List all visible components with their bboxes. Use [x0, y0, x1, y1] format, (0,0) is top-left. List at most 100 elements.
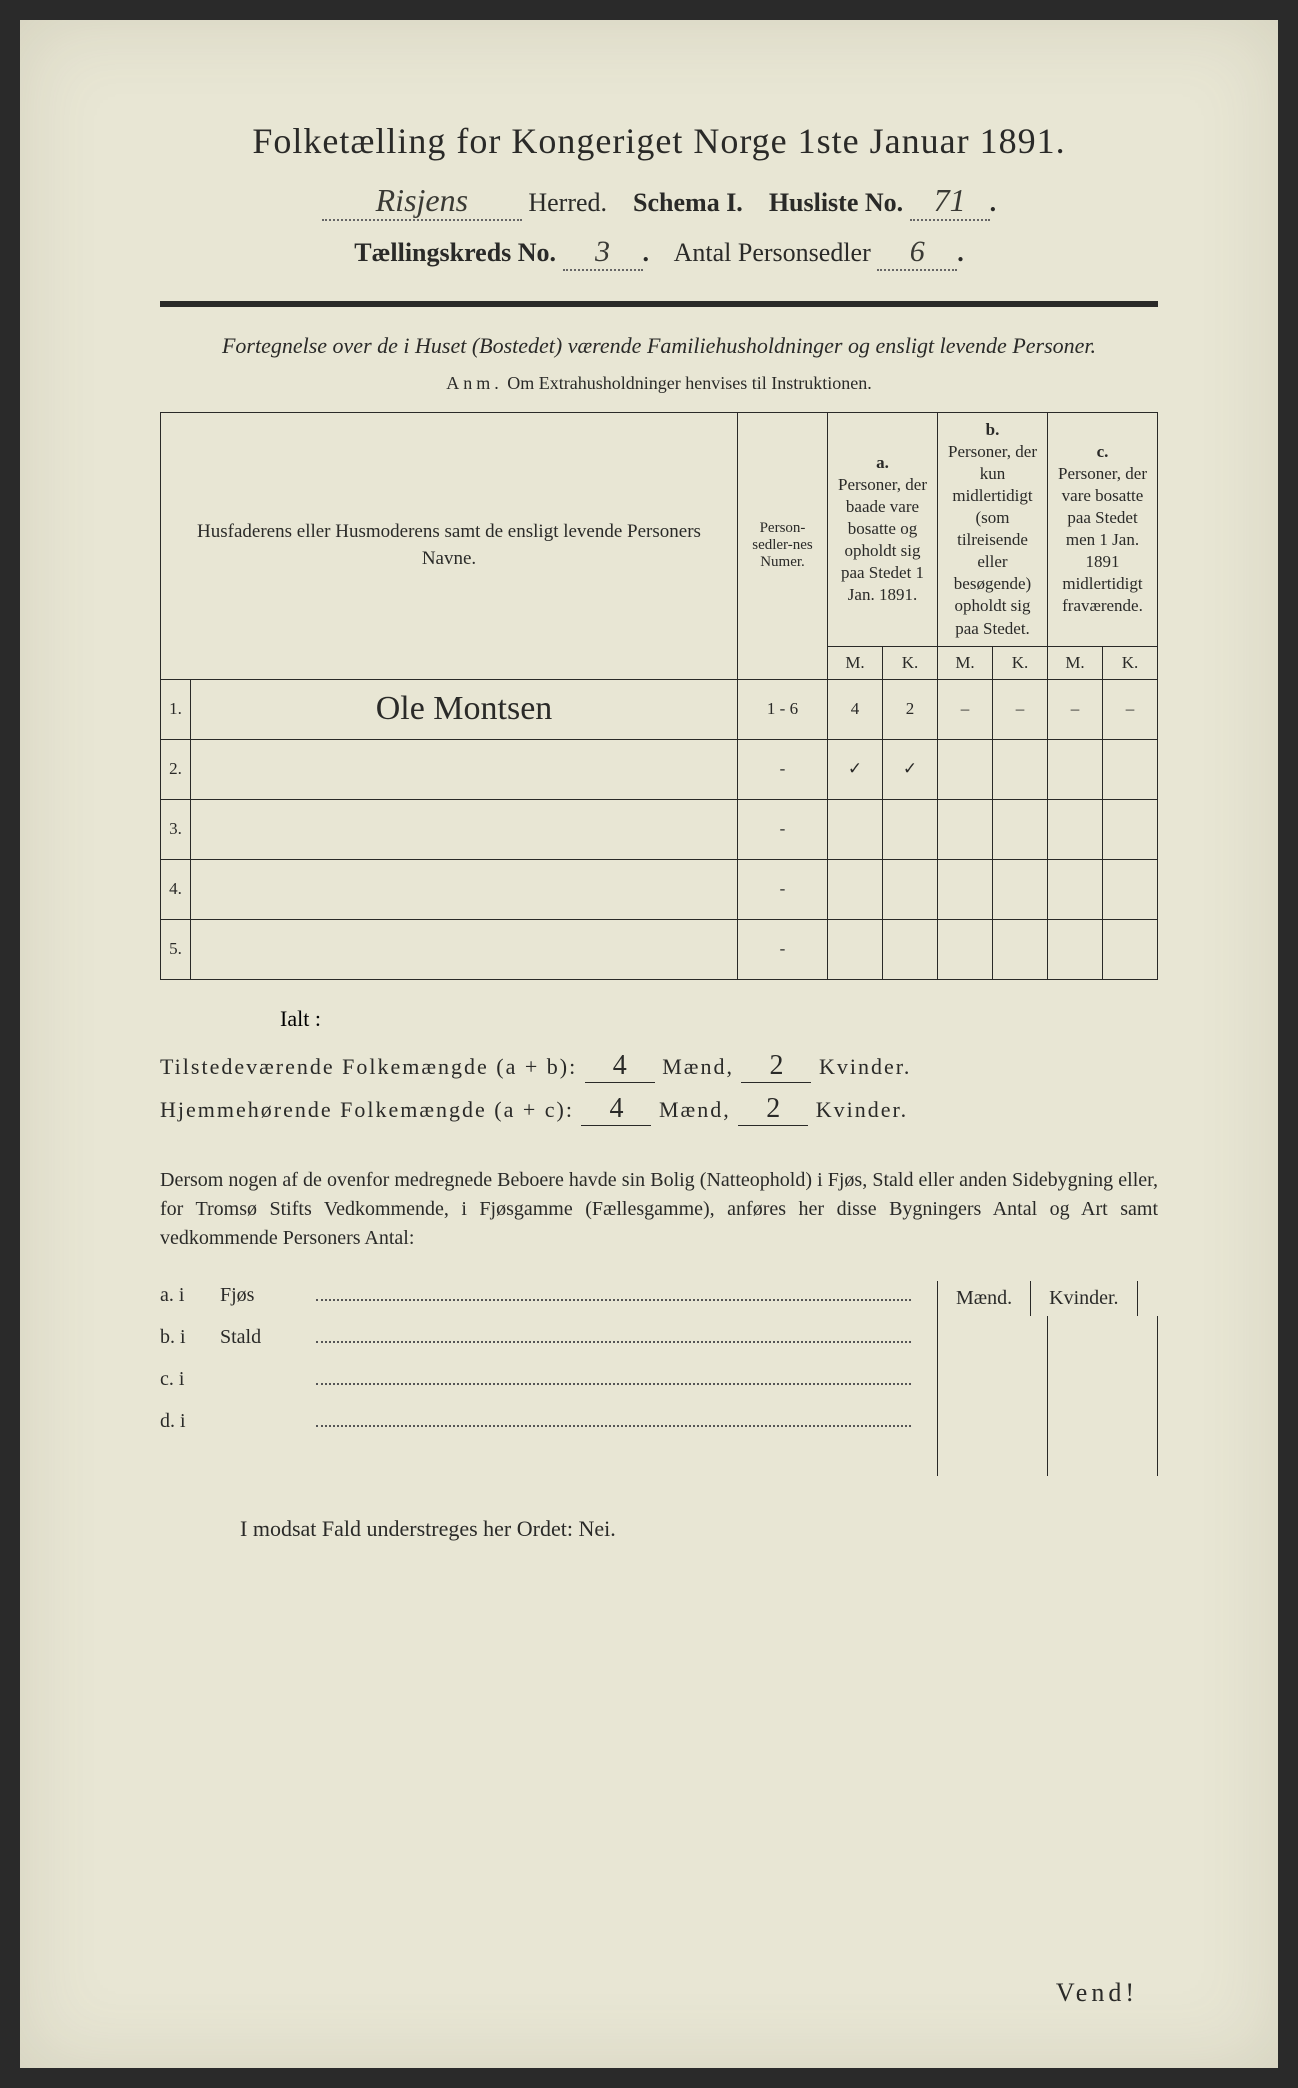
nei-line: I modsat Fald understreges her Ordet: Ne…: [240, 1516, 1158, 1542]
totals-line-1: Tilstedeværende Folkemængde (a + b): 4 M…: [160, 1050, 1158, 1083]
table-row: 4.-: [161, 859, 1158, 919]
vend-label: Vend!: [1056, 1978, 1138, 2008]
antal-label: Antal Personsedler: [674, 238, 871, 267]
row-c-k: [1103, 799, 1158, 859]
outbuilding-row: b. iStald: [160, 1323, 917, 1349]
antal-no: 6: [877, 235, 957, 271]
kreds-label: Tællingskreds No.: [354, 238, 556, 267]
row-b-m: [938, 799, 993, 859]
herred-label: Herred.: [528, 188, 607, 217]
row-b-k: [993, 799, 1048, 859]
kreds-no: 3: [563, 235, 643, 271]
table-row: 5. -: [161, 919, 1158, 979]
household-table: Husfaderens eller Husmoderens samt de en…: [160, 412, 1158, 980]
row-b-m: [938, 739, 993, 799]
row-numer: -: [738, 739, 828, 799]
table-row: 3. -: [161, 799, 1158, 859]
dotted-leader: [316, 1323, 911, 1343]
col-header-numer: Person-sedler-nes Numer.: [738, 412, 828, 679]
row-b-k: [993, 739, 1048, 799]
intro-text: Fortegnelse over de i Huset (Bostedet) v…: [160, 331, 1158, 361]
row-a-k: ✓: [883, 739, 938, 799]
col-header-c: c. Personer, der vare bosatte paa Stedet…: [1048, 412, 1158, 646]
row-b-k: [993, 919, 1048, 979]
outbuilding-row-label: c. i: [160, 1368, 220, 1391]
col-header-b: b. Personer, der kun midlertidigt (som t…: [938, 412, 1048, 646]
col-a-k: K.: [883, 646, 938, 679]
row-a-m: [828, 799, 883, 859]
mk-maend-col: [938, 1316, 1048, 1476]
schema-label: Schema I.: [633, 188, 743, 217]
main-title: Folketælling for Kongeriget Norge 1ste J…: [160, 120, 1158, 162]
row-c-m: [1048, 919, 1103, 979]
mk-columns: Mænd. Kvinder.: [937, 1281, 1158, 1476]
row-b-m: –: [938, 679, 993, 739]
outbuilding-row: d. i: [160, 1407, 917, 1433]
mk-maend-header: Mænd.: [938, 1281, 1031, 1316]
census-form-page: Folketælling for Kongeriget Norge 1ste J…: [20, 20, 1278, 2068]
mk-kvinder-col: [1048, 1316, 1158, 1476]
outbuilding-list: a. iFjøs b. iStald c. i d. i: [160, 1281, 917, 1476]
row-number: 4.: [161, 859, 191, 919]
total-ac-m: 4: [581, 1093, 651, 1126]
row-c-m: [1048, 859, 1103, 919]
row-a-m: 4: [828, 679, 883, 739]
row-b-k: –: [993, 679, 1048, 739]
table-row: 2. -✓✓: [161, 739, 1158, 799]
husliste-no: 71: [910, 182, 990, 221]
row-name: [191, 919, 738, 979]
row-numer: 1 - 6: [738, 679, 828, 739]
herred-line: Risjens Herred. Schema I. Husliste No. 7…: [160, 182, 1158, 221]
outbuilding-row-label: a. i: [160, 1284, 220, 1307]
row-a-k: [883, 859, 938, 919]
row-numer: -: [738, 919, 828, 979]
husliste-label: Husliste No.: [769, 188, 903, 217]
outbuilding-row-label: b. i: [160, 1326, 220, 1349]
anm-text: Om Extrahusholdninger henvises til Instr…: [507, 373, 871, 393]
outbuilding-row: a. iFjøs: [160, 1281, 917, 1307]
row-c-k: [1103, 919, 1158, 979]
row-a-m: [828, 859, 883, 919]
dotted-leader: [316, 1365, 911, 1385]
row-name: [191, 799, 738, 859]
row-a-k: 2: [883, 679, 938, 739]
row-number: 2.: [161, 739, 191, 799]
herred-value: Risjens: [322, 182, 522, 221]
outbuilding-paragraph: Dersom nogen af de ovenfor medregnede Be…: [160, 1166, 1158, 1253]
table-row: 1.Ole Montsen1 - 642––––: [161, 679, 1158, 739]
ialt-label: Ialt :: [280, 1006, 1158, 1032]
row-numer: -: [738, 799, 828, 859]
total-ab-m: 4: [585, 1050, 655, 1083]
row-a-m: [828, 919, 883, 979]
row-c-m: [1048, 739, 1103, 799]
totals-line-2: Hjemmehørende Folkemængde (a + c): 4 Mæn…: [160, 1093, 1158, 1126]
row-name: Ole Montsen: [191, 679, 738, 739]
row-b-m: [938, 919, 993, 979]
row-b-m: [938, 859, 993, 919]
outbuilding-block: a. iFjøs b. iStald c. i d. i Mænd. Kvinder.: [160, 1281, 1158, 1476]
form-header: Folketælling for Kongeriget Norge 1ste J…: [160, 120, 1158, 271]
row-name: [191, 739, 738, 799]
outbuilding-row: c. i: [160, 1365, 917, 1391]
outbuilding-row-label: d. i: [160, 1410, 220, 1433]
kreds-line: Tællingskreds No. 3. Antal Personsedler …: [160, 235, 1158, 271]
row-name: [191, 859, 738, 919]
row-c-k: [1103, 739, 1158, 799]
anm-line: Anm. Om Extrahusholdninger henvises til …: [160, 373, 1158, 394]
row-a-m: ✓: [828, 739, 883, 799]
col-header-name: Husfaderens eller Husmoderens samt de en…: [161, 412, 738, 679]
col-a-m: M.: [828, 646, 883, 679]
col-c-k: K.: [1103, 646, 1158, 679]
total-ab-k: 2: [741, 1050, 811, 1083]
row-number: 3.: [161, 799, 191, 859]
dotted-leader: [316, 1407, 911, 1427]
row-a-k: [883, 799, 938, 859]
col-c-m: M.: [1048, 646, 1103, 679]
row-b-k: [993, 859, 1048, 919]
row-number: 5.: [161, 919, 191, 979]
divider-rule: [160, 301, 1158, 307]
col-b-k: K.: [993, 646, 1048, 679]
row-a-k: [883, 919, 938, 979]
row-c-m: [1048, 799, 1103, 859]
outbuilding-row-text: Fjøs: [220, 1284, 310, 1307]
